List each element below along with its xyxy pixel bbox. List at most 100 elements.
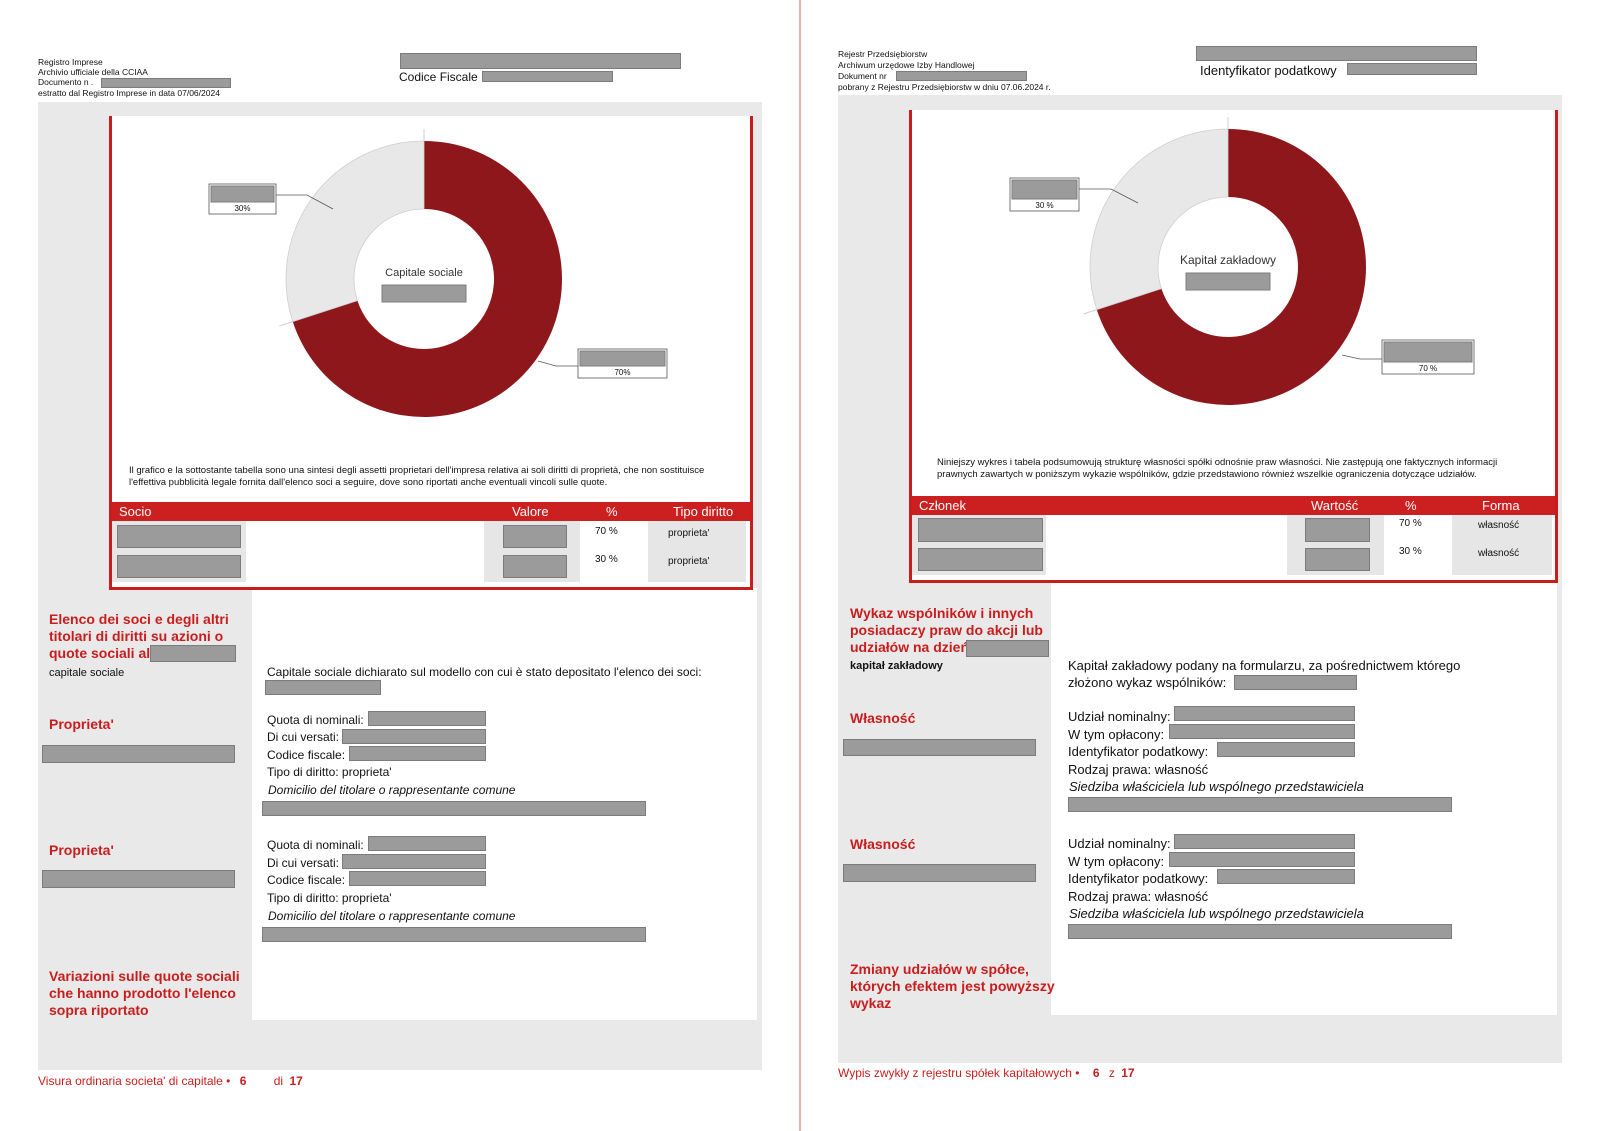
field-tax-id: Identyfikator podatkowy:: [1068, 744, 1209, 759]
pie-tick: [279, 321, 293, 327]
owner-label: Proprieta': [49, 716, 114, 732]
redacted-owner-name: [42, 745, 235, 763]
owner-label: Proprieta': [49, 842, 114, 858]
pie-slice-label: 70 %: [1419, 364, 1437, 373]
redacted-slice-name: [579, 350, 666, 367]
ownership-chart-frame: Capitale sociale 30% 70% Il grafico e la s…: [109, 116, 753, 590]
pie-tick: [1083, 309, 1097, 315]
owner-label: Własność: [850, 836, 916, 852]
page-italian: Registro Imprese Archivio ufficiale dell…: [0, 0, 799, 1131]
redacted-date: [150, 645, 236, 662]
redacted-value: [1305, 548, 1370, 571]
row-percent: 70 %: [1399, 518, 1422, 529]
field-paid: Di cui versati:: [267, 730, 340, 744]
field-nominal: Udział nominalny:: [1068, 709, 1171, 724]
redacted-slice-name: [1011, 179, 1078, 200]
footer-page: 6: [239, 1074, 247, 1088]
page-footer: Wypis zwykły z rejestru spółek kapitałow…: [838, 1066, 1135, 1080]
redacted-slice-name: [1383, 341, 1473, 363]
field-paid: W tym opłacony:: [1068, 854, 1165, 869]
redacted-field: [349, 746, 486, 761]
table-col-gray: [1452, 515, 1552, 575]
row-percent: 70 %: [595, 526, 618, 537]
pie-slice-label: 30%: [234, 204, 250, 213]
header-line: Registro Imprese: [38, 57, 103, 67]
pie-callout-line: [1079, 188, 1139, 204]
redacted-field: [368, 836, 486, 851]
header-line: Documento n .: [38, 77, 94, 87]
footer-page: 6: [1092, 1066, 1100, 1080]
redacted-field: [1169, 724, 1355, 739]
redacted-document-number: [101, 78, 231, 88]
redacted-field: [1217, 869, 1355, 884]
redacted-address: [1068, 924, 1452, 939]
pie-callout-line: [1341, 354, 1382, 360]
th-value: Valore: [512, 504, 549, 519]
capital-declared-text: Capitale sociale dichiarato sul modello …: [267, 665, 702, 679]
redacted-tax-id: [1347, 63, 1477, 75]
pie-center-label: Kapitał zakładowy: [1180, 253, 1276, 267]
redacted-address: [1068, 797, 1452, 812]
owner-label: Własność: [850, 710, 916, 726]
redacted-member-name: [117, 525, 241, 548]
fiscal-code-label: Codice Fiscale: [399, 70, 478, 84]
redacted-member-name: [918, 548, 1043, 571]
th-member: Członek: [919, 498, 966, 513]
share-capital-label: kapitał zakładowy: [850, 660, 943, 672]
th-percent: %: [1405, 498, 1417, 513]
owners-table-header: Socio Valore % Tipo diritto: [112, 502, 750, 521]
redacted-field: [1174, 706, 1355, 721]
field-nominal: Quota di nominali:: [267, 713, 364, 727]
th-member: Socio: [119, 504, 152, 519]
pie-slice: [285, 140, 425, 323]
redacted-member-name: [117, 555, 241, 578]
redacted-address: [262, 801, 646, 816]
field-domicile: Siedziba właściciela lub wspólnego przed…: [1069, 906, 1364, 921]
pie-slice-label: 70%: [614, 368, 630, 377]
row-percent: 30 %: [595, 554, 618, 565]
header-line: Archiwum urzędowe Izby Handlowej: [838, 60, 975, 70]
ownership-pie-chart: Kapitał zakładowy 30 % 70 %: [1009, 117, 1475, 406]
header-line: estratto dal Registro Imprese in data 07…: [38, 88, 220, 98]
header-line: pobrany z Rejestru Przedsiębiorstw w dni…: [838, 82, 1051, 92]
redacted-field: [1217, 742, 1355, 757]
redacted-field: [1174, 834, 1355, 849]
redacted-owner-name: [42, 870, 235, 888]
redacted-owner-name: [843, 739, 1036, 756]
pie-callout-line: [276, 194, 334, 210]
field-paid: Di cui versati:: [267, 856, 340, 870]
redacted-member-name: [918, 518, 1043, 542]
redacted-company-name: [400, 53, 681, 69]
pie-slice: [1096, 129, 1366, 406]
page-footer: Visura ordinaria societa' di capitale • …: [38, 1074, 303, 1088]
redacted-address: [262, 927, 646, 942]
field-domicile: Siedziba właściciela lub wspólnego przed…: [1069, 779, 1364, 794]
row-form: własność: [1478, 520, 1520, 531]
chart-note: Il grafico e la sottostante tabella sono…: [129, 465, 705, 488]
redacted-company-name: [1196, 46, 1477, 61]
field-tax-code: Codice fiscale:: [267, 873, 346, 887]
redacted-capital: [1234, 675, 1357, 690]
redacted-owner-name: [843, 864, 1036, 882]
pie-slice: [1089, 128, 1229, 311]
redacted-field: [368, 711, 486, 726]
row-right-type: proprieta': [668, 528, 710, 539]
redacted-field: [1169, 852, 1355, 867]
th-value: Wartość: [1311, 498, 1359, 513]
header-line: Dokument nr: [838, 71, 887, 81]
row-percent: 30 %: [1399, 546, 1422, 557]
pie-slice: [292, 141, 562, 418]
redacted-field: [349, 871, 486, 886]
redacted-field: [342, 854, 486, 869]
field-domicile: Domicilio del titolare o rappresentante …: [268, 909, 516, 923]
redacted-value: [503, 525, 567, 548]
footer-doc-title: Wypis zwykły z rejestru spółek kapitałow…: [838, 1066, 1080, 1080]
th-right-type: Tipo diritto: [673, 504, 734, 519]
shareholders-section-title: Wykaz wspólników i innych posiadaczy pra…: [850, 605, 1043, 655]
chart-note: Niniejszy wykres i tabela podsumowują st…: [937, 457, 1498, 480]
th-percent: %: [606, 504, 618, 519]
header-line: Rejestr Przedsiębiorstw: [838, 49, 928, 59]
table-col-gray: [648, 521, 746, 582]
redacted-capital-amount: [1185, 272, 1271, 291]
redacted-capital-amount: [381, 284, 467, 303]
